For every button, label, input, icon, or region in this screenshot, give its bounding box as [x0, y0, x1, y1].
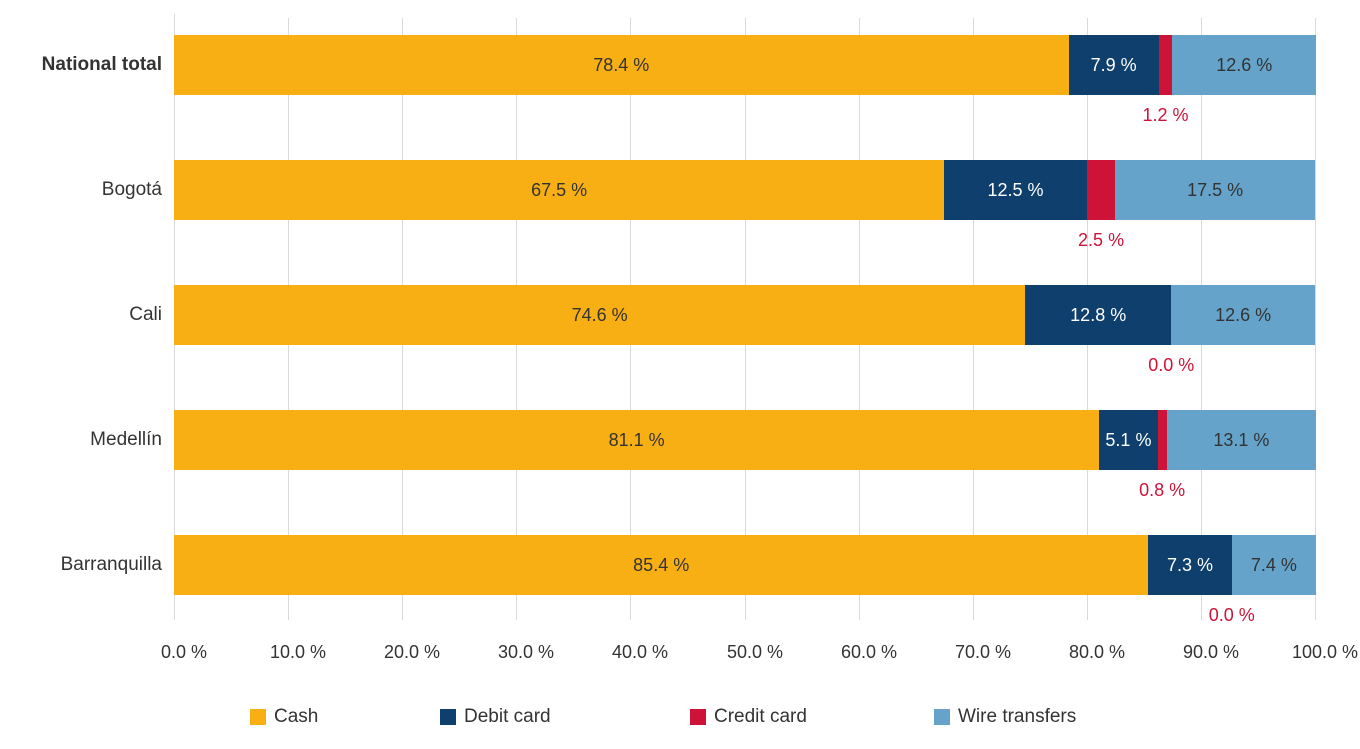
- bar-segment-debit-card: 7.3 %: [1148, 535, 1232, 595]
- category-label: Bogotá: [101, 179, 162, 200]
- category-label: Medellín: [90, 429, 162, 450]
- x-tick-label: 40.0 %: [611, 642, 669, 662]
- legend-label: Cash: [274, 706, 319, 727]
- bar-segment-debit-card: 12.5 %: [944, 160, 1087, 220]
- legend-swatch-icon: [690, 709, 706, 725]
- legend-label: Credit card: [714, 706, 807, 727]
- legend-item-wire-transfers: Wire transfers: [934, 706, 1076, 728]
- credit-card-value-label: 1.2 %: [1142, 105, 1189, 125]
- x-tick-label: 0.0 %: [160, 642, 208, 662]
- legend-item-debit-card: Debit card: [440, 706, 551, 728]
- stacked-bar: 74.6 % 12.8 % 12.6 %: [174, 285, 1315, 345]
- bar-segment-cash: 74.6 %: [174, 285, 1026, 345]
- credit-card-value-label: 0.8 %: [1139, 480, 1186, 500]
- segment-value-label: 7.3 %: [1167, 554, 1214, 575]
- segment-value-label: 85.4 %: [633, 554, 690, 575]
- segment-value-label: 12.8 %: [1070, 304, 1127, 325]
- bar-segment-wire-transfers: 13.1 %: [1166, 410, 1317, 470]
- bar-segment-credit-card: [1157, 410, 1167, 470]
- bar-segment-cash: 67.5 %: [174, 160, 945, 220]
- segment-value-label: 13.1 %: [1213, 429, 1270, 450]
- x-tick-label: 60.0 %: [840, 642, 898, 662]
- stacked-bar: 85.4 % 7.3 % 7.4 %: [174, 535, 1317, 595]
- x-tick-label: 90.0 %: [1182, 642, 1240, 662]
- x-tick-label: 10.0 %: [269, 642, 327, 662]
- category-label: Barranquilla: [60, 554, 162, 575]
- segment-value-label: 12.5 %: [987, 179, 1044, 200]
- segment-value-label: 67.5 %: [531, 179, 588, 200]
- legend-swatch-icon: [440, 709, 456, 725]
- x-tick-label: 100.0 %: [1291, 642, 1359, 662]
- bar-segment-debit-card: 12.8 %: [1025, 285, 1172, 345]
- legend-item-credit-card: Credit card: [690, 706, 807, 728]
- segment-value-label: 78.4 %: [593, 54, 650, 75]
- segment-value-label: 7.9 %: [1090, 54, 1137, 75]
- category-label: Cali: [129, 304, 162, 325]
- stacked-bar: 81.1 % 5.1 % 13.1 %: [174, 410, 1317, 470]
- legend-label: Wire transfers: [958, 706, 1077, 727]
- bar-segment-cash: 81.1 %: [174, 410, 1100, 470]
- x-tick-label: 80.0 %: [1068, 642, 1126, 662]
- gridline: [1315, 18, 1316, 620]
- bar-segment-credit-card: [1158, 35, 1173, 95]
- legend-swatch-icon: [934, 709, 950, 725]
- credit-card-value-label: 0.0 %: [1148, 355, 1195, 375]
- segment-value-label: 5.1 %: [1105, 429, 1152, 450]
- bar-segment-wire-transfers: 17.5 %: [1115, 160, 1315, 220]
- bar-segment-debit-card: 7.9 %: [1068, 35, 1159, 95]
- bar-segment-debit-card: 5.1 %: [1099, 410, 1158, 470]
- credit-card-value-label: 0.0 %: [1208, 605, 1255, 625]
- stacked-bar: 78.4 % 7.9 % 12.6 %: [174, 35, 1317, 95]
- category-label: National total: [41, 54, 162, 75]
- legend-swatch-icon: [250, 709, 266, 725]
- segment-value-label: 7.4 %: [1250, 554, 1297, 575]
- legend-item-cash: Cash: [250, 706, 318, 728]
- bar-segment-wire-transfers: 12.6 %: [1172, 35, 1317, 95]
- stacked-bar: 67.5 % 12.5 % 17.5 %: [174, 160, 1315, 220]
- segment-value-label: 12.6 %: [1215, 304, 1272, 325]
- bar-segment-wire-transfers: 12.6 %: [1171, 285, 1315, 345]
- legend: Cash Debit card Credit card Wire transfers: [0, 706, 1360, 732]
- x-tick-label: 30.0 %: [497, 642, 555, 662]
- legend-label: Debit card: [464, 706, 551, 727]
- credit-card-value-label: 2.5 %: [1078, 230, 1125, 250]
- segment-value-label: 81.1 %: [608, 429, 665, 450]
- bar-segment-credit-card: [1086, 160, 1116, 220]
- bar-segment-cash: 78.4 %: [174, 35, 1069, 95]
- x-tick-label: 50.0 %: [726, 642, 784, 662]
- x-tick-label: 70.0 %: [954, 642, 1012, 662]
- x-tick-label: 20.0 %: [383, 642, 441, 662]
- segment-value-label: 17.5 %: [1187, 179, 1244, 200]
- bar-segment-wire-transfers: 7.4 %: [1231, 535, 1317, 595]
- segment-value-label: 74.6 %: [571, 304, 628, 325]
- segment-value-label: 12.6 %: [1216, 54, 1273, 75]
- bar-segment-cash: 85.4 %: [174, 535, 1149, 595]
